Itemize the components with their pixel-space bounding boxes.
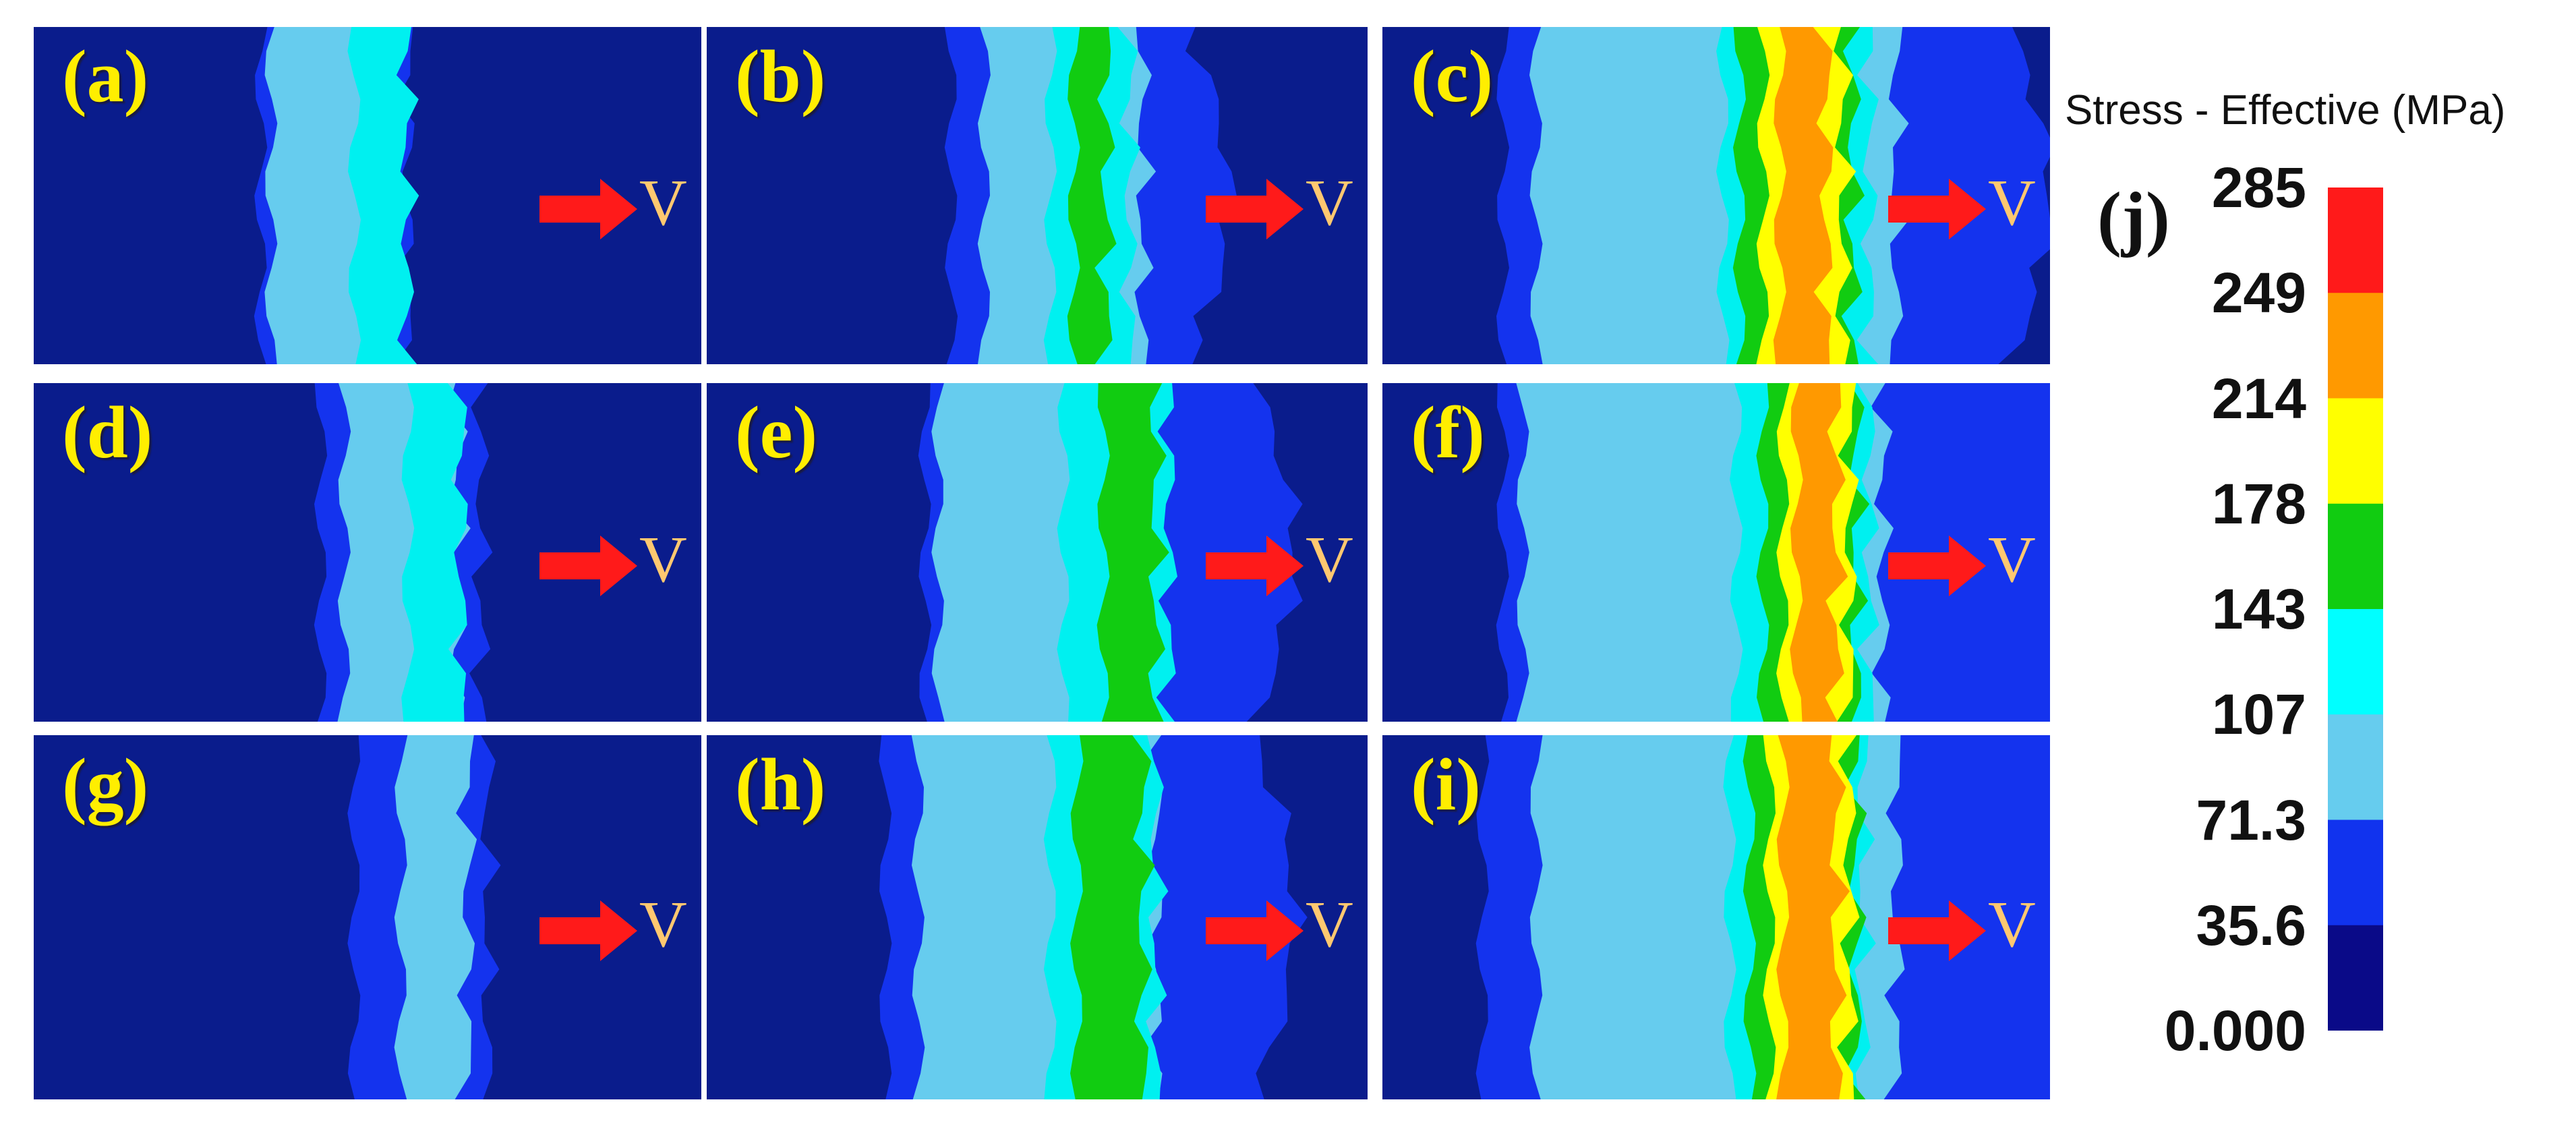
velocity-label: V xyxy=(639,523,687,596)
contour-panel-a: (a) V xyxy=(34,27,701,364)
contour-panel-i: (i) V xyxy=(1382,735,2050,1099)
panel-label: (d) xyxy=(62,391,153,473)
panel-label: (h) xyxy=(735,743,826,826)
contour-panel-d: (d) V xyxy=(34,383,701,722)
stress-contour-band xyxy=(1776,735,1850,1099)
colorbar-tick-label: 0.000 xyxy=(2164,999,2306,1062)
stress-field xyxy=(707,735,1368,1099)
colorbar-tick-label: 71.3 xyxy=(2196,788,2307,852)
colorbar-tick-label: 143 xyxy=(2211,577,2306,641)
stress-field xyxy=(707,27,1368,364)
colorbar-segment xyxy=(2328,503,2383,610)
velocity-label: V xyxy=(1306,167,1353,239)
panel-label: (b) xyxy=(735,35,826,117)
colorbar-segment xyxy=(2328,293,2383,399)
velocity-label: V xyxy=(1988,523,2036,596)
panel-label: (a) xyxy=(62,35,149,117)
stress-contour-band xyxy=(394,735,477,1099)
velocity-arrow-icon xyxy=(539,536,637,596)
stress-contour-band xyxy=(401,383,468,722)
colorbar-tick-label: 285 xyxy=(2211,156,2306,219)
velocity-arrow-icon xyxy=(1206,536,1304,596)
colorbar-segment xyxy=(2328,609,2383,715)
velocity-arrow-icon xyxy=(1888,536,1986,596)
velocity-label: V xyxy=(1988,888,2036,961)
panel-label: (f) xyxy=(1411,391,1485,473)
stress-contour-band xyxy=(1070,735,1155,1099)
colorbar-tick-label: 178 xyxy=(2211,471,2306,536)
panel-label: (g) xyxy=(62,743,149,826)
stress-contour-band xyxy=(347,27,419,364)
stress-field xyxy=(1382,27,2050,364)
colorbar-segment xyxy=(2328,925,2383,1031)
colorbar-tick-label: 35.6 xyxy=(2196,893,2307,957)
contour-panel-c: (c) V xyxy=(1382,27,2050,364)
contour-panel-g: (g) V xyxy=(34,735,701,1099)
velocity-arrow-icon xyxy=(539,900,637,961)
velocity-arrow-icon xyxy=(1888,179,1986,239)
velocity-label: V xyxy=(639,888,687,961)
colorbar-segment xyxy=(2328,188,2383,293)
stress-field xyxy=(1382,383,2050,722)
panel-label: (e) xyxy=(735,391,818,473)
colorbar-tick-label: 249 xyxy=(2211,261,2306,325)
velocity-arrow-icon xyxy=(1206,900,1304,961)
colorbar-tick-label: 214 xyxy=(2211,366,2306,430)
stress-contour-band xyxy=(1790,383,1848,722)
velocity-label: V xyxy=(1306,888,1353,961)
colorbar-segment xyxy=(2328,398,2383,505)
contour-panel-b: (b) V xyxy=(707,27,1368,364)
stress-contour-band xyxy=(1773,27,1834,364)
stress-field xyxy=(707,383,1368,722)
colorbar xyxy=(2328,188,2383,1031)
legend-panel-label: (j) xyxy=(2097,178,2170,258)
velocity-label: V xyxy=(1306,523,1353,596)
contour-panel-h: (h) V xyxy=(707,735,1368,1099)
velocity-label: V xyxy=(639,167,687,239)
velocity-arrow-icon xyxy=(1888,900,1986,961)
velocity-arrow-icon xyxy=(1206,179,1304,239)
colorbar-tick-label: 107 xyxy=(2211,683,2306,747)
panel-label: (c) xyxy=(1411,35,1494,117)
panel-label: (i) xyxy=(1411,743,1481,826)
colorbar-segment xyxy=(2328,819,2383,926)
stress-contour-band xyxy=(1096,383,1169,722)
velocity-arrow-icon xyxy=(539,179,637,239)
colorbar-title: Stress - Effective (MPa) xyxy=(2065,87,2506,134)
contour-panel-e: (e) V xyxy=(707,383,1368,722)
stress-contour-band xyxy=(1067,27,1117,364)
colorbar-segment xyxy=(2328,714,2383,820)
contour-panel-f: (f) V xyxy=(1382,383,2050,722)
velocity-label: V xyxy=(1988,167,2036,239)
